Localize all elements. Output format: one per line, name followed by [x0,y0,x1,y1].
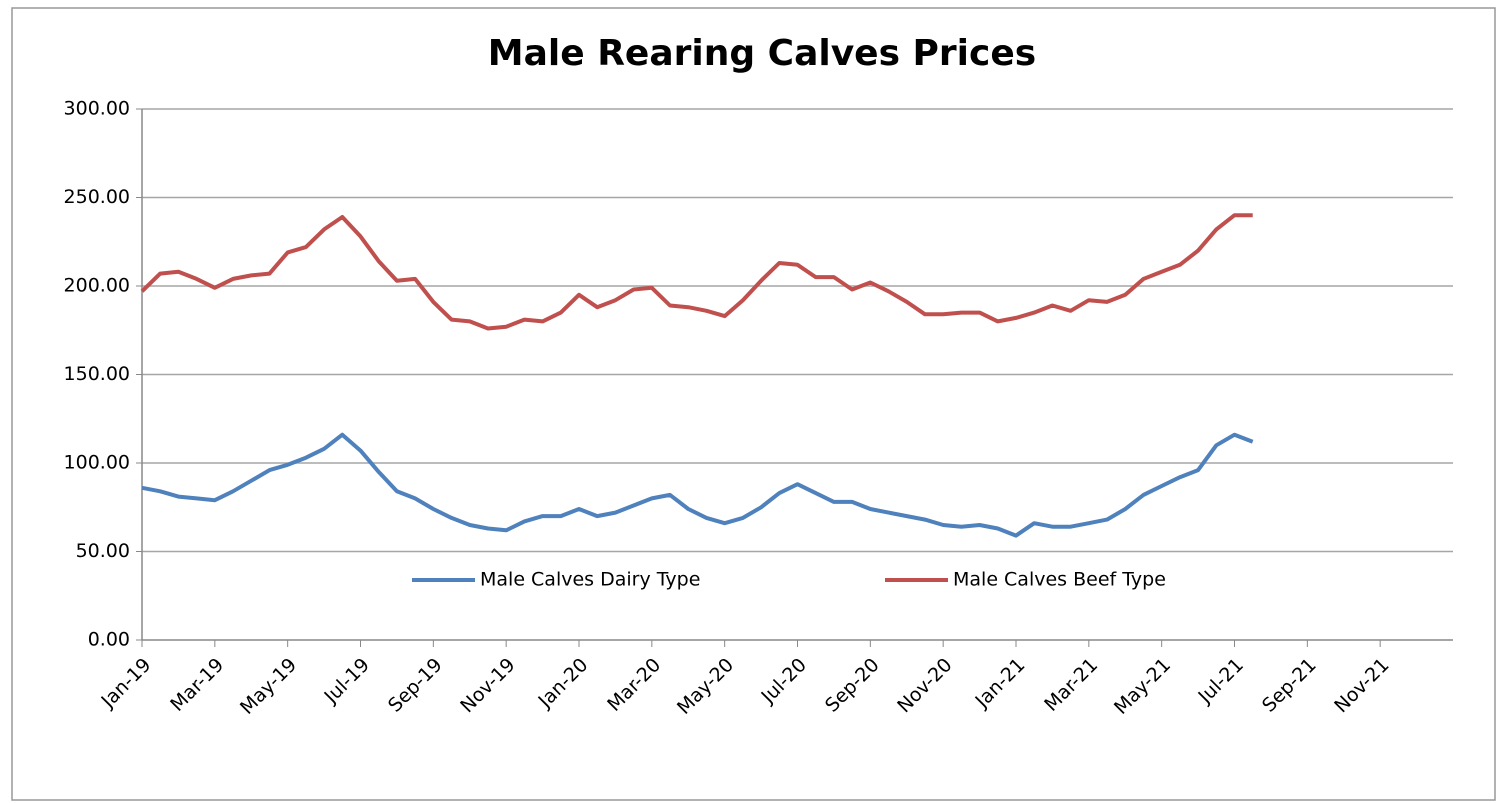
y-tick-label: 250.00 [64,186,130,208]
legend-label: Male Calves Dairy Type [480,569,700,591]
y-tick-label: 50.00 [76,540,130,562]
legend-label: Male Calves Beef Type [953,569,1166,591]
y-tick-label: 300.00 [64,98,130,120]
y-tick-label: 100.00 [64,452,130,474]
line-series [141,432,1254,538]
line-series [140,213,1253,331]
y-tick-label: 200.00 [64,275,130,297]
chart-frame [11,7,1496,801]
y-tick-label: 0.00 [88,629,130,651]
y-tick-label: 150.00 [64,363,130,385]
chart-title: Male Rearing Calves Prices [488,33,1036,74]
